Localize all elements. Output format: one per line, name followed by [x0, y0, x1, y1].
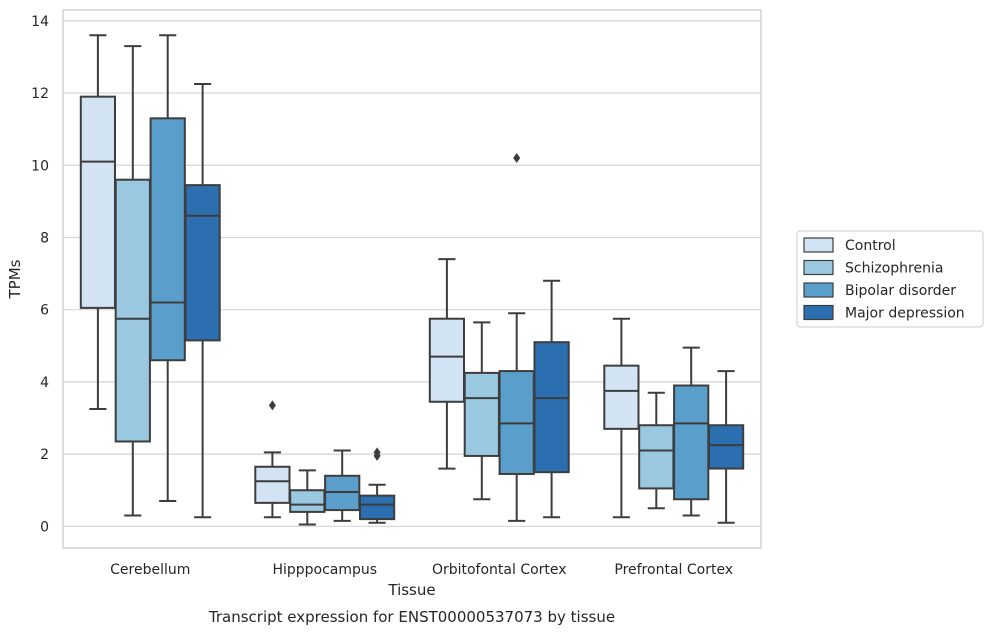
outlier-point [268, 400, 276, 411]
legend-swatch [803, 259, 834, 276]
iqr-box [184, 184, 221, 342]
y-tick-label: 12 [31, 86, 49, 102]
box-schizophrenia [114, 45, 151, 517]
y-tick-label: 8 [40, 230, 49, 246]
x-tick-label: Orbitofontal Cortex [432, 562, 567, 578]
iqr-box [79, 95, 117, 309]
box-major-depression [533, 279, 570, 519]
y-tick-label: 4 [40, 375, 49, 391]
x-tick-label: Cerebellum [110, 562, 190, 578]
legend-swatch [803, 304, 834, 321]
y-tick-label: 0 [40, 519, 49, 535]
iqr-box [533, 341, 570, 474]
iqr-box [149, 117, 186, 362]
chart-caption: Transcript expression for ENST0000053707… [208, 608, 615, 626]
x-tick-label: Hipppocampus [272, 562, 377, 578]
iqr-box [603, 364, 640, 430]
outlier-point [373, 447, 381, 458]
box-bipolar-disorder [149, 34, 186, 503]
plot-area-frame [62, 9, 762, 549]
y-tick-label: 14 [31, 14, 49, 30]
iqr-box [358, 494, 396, 521]
y-axis-title: TPMs [6, 259, 24, 299]
legend-swatch [803, 237, 834, 253]
legend-label: Control [845, 238, 896, 254]
iqr-box [638, 424, 675, 490]
x-tick-label: Prefrontal Cortex [614, 562, 733, 578]
legend-label: Bipolar disorder [845, 283, 956, 299]
box-control [254, 400, 291, 519]
box-schizophrenia [463, 321, 500, 501]
legend: Control Schizophrenia Bipolar disorder Majo… [796, 230, 984, 328]
y-axis-ticks: 0 2 4 6 8 10 12 14 [31, 14, 49, 536]
box-bipolar-disorder [324, 449, 361, 522]
outlier-point [513, 153, 521, 164]
box-control [428, 258, 466, 470]
iqr-box [428, 317, 466, 403]
iqr-box [254, 465, 291, 504]
box-major-depression [358, 447, 396, 524]
iqr-box [463, 371, 500, 457]
legend-frame [796, 230, 984, 328]
box-major-depression [184, 83, 221, 519]
box-bipolar-disorder [673, 346, 710, 517]
iqr-box [673, 384, 710, 501]
box-schizophrenia [638, 391, 675, 510]
box-bipolar-disorder [498, 153, 535, 522]
x-axis-ticks: Cerebellum Hipppocampus Orbitofontal Corte… [110, 562, 733, 578]
box-major-depression [707, 370, 745, 524]
legend-swatch [803, 282, 834, 298]
box-control [79, 34, 117, 410]
box-schizophrenia [289, 469, 326, 526]
y-tick-label: 2 [40, 447, 49, 463]
boxes [79, 34, 745, 526]
legend-label: Schizophrenia [845, 261, 943, 277]
x-axis-title: Tissue [387, 581, 435, 599]
legend-label: Major depression [845, 306, 965, 322]
y-tick-label: 6 [40, 303, 49, 319]
y-tick-label: 10 [31, 158, 49, 174]
iqr-box [707, 424, 745, 470]
iqr-box [289, 489, 326, 513]
box-control [603, 317, 640, 519]
iqr-box [114, 178, 151, 443]
